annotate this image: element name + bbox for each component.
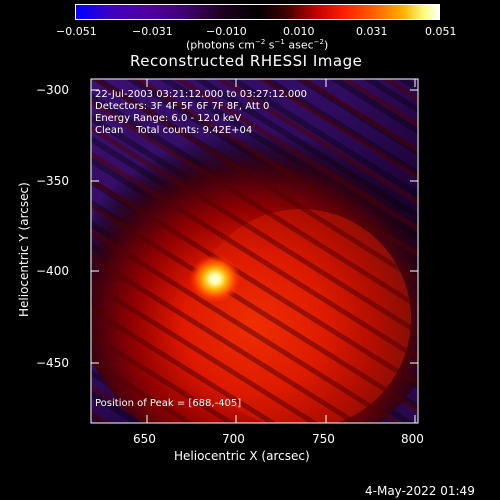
y-tick-label: −350 xyxy=(36,174,69,188)
info-line: Clean Total counts: 9.42E+04 xyxy=(95,125,253,136)
y-tick-label: −450 xyxy=(36,356,69,370)
x-tick-label: 800 xyxy=(401,432,424,446)
x-axis-label: Heliocentric X (arcsec) xyxy=(174,449,310,463)
colorbar-tick: 0.031 xyxy=(356,25,388,38)
colorbar-tick: −0.051 xyxy=(56,25,97,38)
colorbar xyxy=(75,4,440,20)
x-tick-label: 750 xyxy=(312,432,335,446)
y-axis-label: Heliocentric Y (arcsec) xyxy=(17,182,31,317)
rhessi-image xyxy=(91,79,418,423)
info-line: Energy Range: 6.0 - 12.0 keV xyxy=(95,113,242,124)
colorbar-tick: 0.010 xyxy=(283,25,315,38)
y-tick-label: −400 xyxy=(36,264,69,278)
observation-info: 22-Jul-2003 03:21:12.000 to 03:27:12.000… xyxy=(95,89,307,137)
image-title: Reconstructed RHESSI Image xyxy=(130,52,363,70)
colorbar-tick: −0.010 xyxy=(206,25,247,38)
info-line: 22-Jul-2003 03:21:12.000 to 03:27:12.000 xyxy=(95,89,307,100)
x-tick-label: 650 xyxy=(133,432,156,446)
x-tick-label: 700 xyxy=(222,432,245,446)
colorbar-tick: −0.031 xyxy=(132,25,173,38)
peak-position: Position of Peak = [688,-405] xyxy=(95,398,242,409)
colorbar-units: (photons cm−2 s−1 asec−2) xyxy=(186,38,329,52)
date-stamp: 4-May-2022 01:49 xyxy=(365,484,475,498)
info-line: Detectors: 3F 4F 5F 6F 7F 8F, Att 0 xyxy=(95,101,270,112)
y-tick-label: −300 xyxy=(36,83,69,97)
colorbar-tick: 0.051 xyxy=(425,25,457,38)
